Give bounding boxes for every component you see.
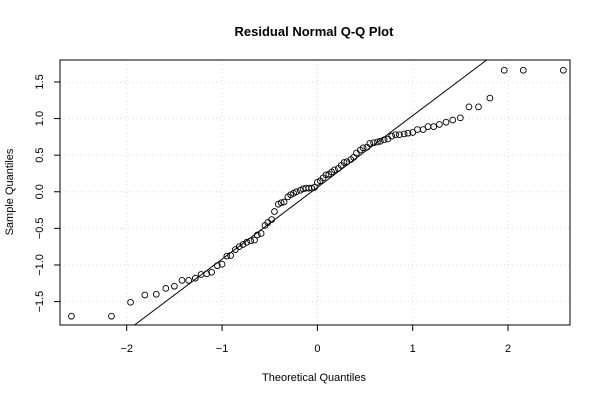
data-point xyxy=(218,260,226,268)
y-axis: −1.5 −1.0 −0.5 0.0 0.5 1.0 1.5 xyxy=(34,74,60,312)
data-point xyxy=(257,230,265,237)
data-point xyxy=(343,158,351,166)
data-point xyxy=(359,144,367,152)
data-point xyxy=(277,199,285,207)
y-tick-label: 1.0 xyxy=(34,111,46,126)
data-point xyxy=(271,208,278,215)
data-points xyxy=(68,66,567,320)
data-point xyxy=(384,135,392,143)
data-point xyxy=(311,184,318,191)
data-point xyxy=(388,132,396,140)
data-point xyxy=(322,171,330,179)
data-point xyxy=(280,198,288,206)
data-point xyxy=(414,126,421,133)
data-point xyxy=(380,136,388,144)
data-point xyxy=(486,94,494,102)
y-tick-label: 0.0 xyxy=(34,184,46,199)
y-tick-label: 1.5 xyxy=(34,74,46,89)
data-point xyxy=(293,188,300,196)
data-point xyxy=(178,276,186,284)
data-point xyxy=(68,312,75,320)
x-tick-label: 0 xyxy=(314,343,320,355)
data-point xyxy=(141,291,149,299)
data-point xyxy=(366,140,374,147)
plot-frame xyxy=(59,59,571,326)
data-point xyxy=(227,252,234,259)
data-point xyxy=(185,276,193,284)
data-point xyxy=(239,241,247,248)
reference-line-group xyxy=(134,59,487,326)
y-tick-label: −1.0 xyxy=(34,254,46,276)
data-point xyxy=(171,282,178,290)
data-point xyxy=(419,126,427,133)
data-point xyxy=(475,103,482,111)
chart-title: Residual Normal Q-Q Plot xyxy=(235,24,395,39)
data-point xyxy=(192,274,199,282)
data-point xyxy=(457,114,464,122)
data-point xyxy=(243,238,251,246)
x-axis: −2 −1 0 1 2 xyxy=(120,325,511,355)
data-point xyxy=(424,123,432,130)
x-axis-label: Theoretical Quantiles xyxy=(262,372,366,384)
y-tick-label: −1.5 xyxy=(34,291,46,313)
data-point xyxy=(500,66,508,74)
data-point xyxy=(162,285,170,292)
data-point xyxy=(127,298,134,306)
data-point xyxy=(208,268,215,276)
data-point xyxy=(519,66,527,74)
data-point xyxy=(331,166,338,174)
data-point xyxy=(404,129,412,137)
data-point xyxy=(436,121,443,128)
data-point xyxy=(465,103,473,111)
data-point xyxy=(376,137,384,145)
x-tick-label: −2 xyxy=(120,343,133,355)
reference-line xyxy=(134,59,487,326)
data-point xyxy=(213,262,221,270)
data-point xyxy=(308,184,316,192)
x-tick-label: 1 xyxy=(410,343,416,355)
data-point xyxy=(152,290,160,298)
data-point xyxy=(396,131,403,139)
x-tick-label: −1 xyxy=(216,343,229,355)
data-point xyxy=(223,252,231,260)
data-point xyxy=(108,312,115,320)
y-axis-label: Sample Quantiles xyxy=(4,148,16,235)
data-point xyxy=(559,66,567,74)
data-point xyxy=(442,118,450,126)
data-point xyxy=(253,231,261,239)
data-point xyxy=(400,130,408,138)
data-point xyxy=(203,270,211,278)
grid xyxy=(60,60,570,325)
data-point xyxy=(392,131,399,139)
y-tick-label: −0.5 xyxy=(34,218,46,240)
data-point xyxy=(430,123,438,130)
y-tick-label: 0.5 xyxy=(34,148,46,163)
data-point xyxy=(251,236,258,244)
data-point xyxy=(247,237,255,245)
data-point xyxy=(235,243,243,251)
data-point xyxy=(268,216,275,223)
x-tick-label: 2 xyxy=(505,343,511,355)
data-point xyxy=(370,139,377,147)
data-point xyxy=(409,129,417,136)
data-point xyxy=(340,159,348,166)
data-point xyxy=(449,116,457,124)
data-point xyxy=(374,138,381,146)
